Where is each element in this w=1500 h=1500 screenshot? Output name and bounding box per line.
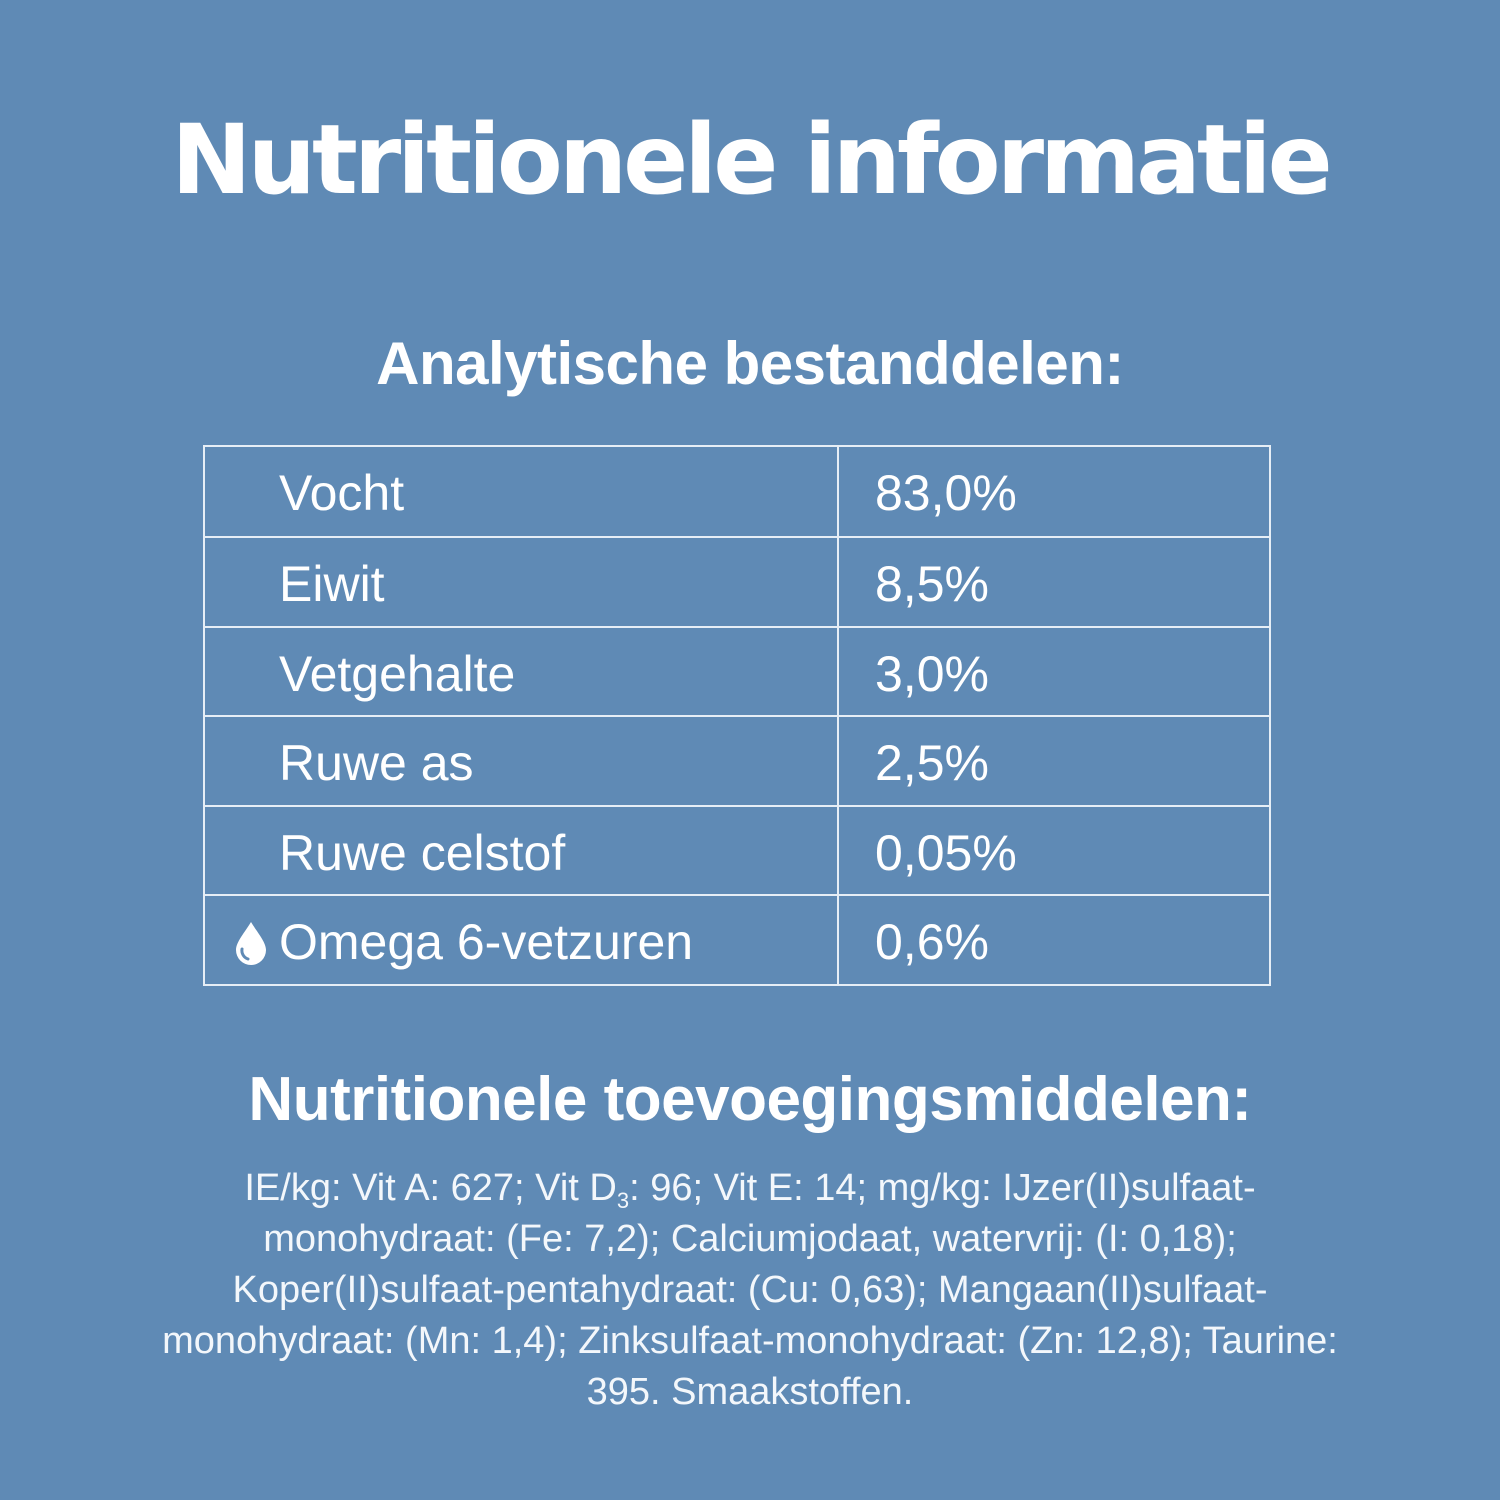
row-label: Vocht — [279, 465, 405, 521]
table-row: Vetgehalte 3,0% — [205, 626, 1269, 718]
row-label: Omega 6-vetzuren — [279, 914, 694, 970]
column-divider — [837, 447, 839, 984]
row-value: 83,0% — [875, 465, 1017, 521]
additives-heading: Nutritionele toevoegingsmiddelen: — [248, 1065, 1252, 1134]
row-value: 3,0% — [875, 646, 989, 702]
row-label: Vetgehalte — [279, 646, 516, 702]
table-row: Ruwe celstof 0,05% — [205, 805, 1269, 897]
analytic-heading: Analytische bestanddelen: — [376, 330, 1124, 397]
additives-text-part1: IE/kg: Vit A: 627; Vit D — [244, 1167, 617, 1209]
page-title: Nutritionele informatie — [171, 104, 1333, 216]
table-row: Ruwe as 2,5% — [205, 715, 1269, 807]
water-drop-icon — [236, 922, 266, 965]
additives-text: IE/kg: Vit A: 627; Vit D3: 96; Vit E: 14… — [150, 1163, 1350, 1418]
table-row: Eiwit 8,5% — [205, 536, 1269, 628]
row-value: 8,5% — [875, 556, 989, 612]
row-value: 0,05% — [875, 825, 1017, 881]
additives-text-part2: : 96; Vit E: 14; mg/kg: IJzer(II)sulfaat… — [162, 1167, 1338, 1413]
row-label: Eiwit — [279, 556, 385, 612]
row-label: Ruwe celstof — [279, 825, 566, 881]
row-value: 0,6% — [875, 914, 989, 970]
row-label: Ruwe as — [279, 735, 474, 791]
row-value: 2,5% — [875, 735, 989, 791]
table-row: Omega 6-vetzuren 0,6% — [205, 894, 1269, 986]
analytic-table: Vocht 83,0% Eiwit 8,5% Vetgehalte 3,0% R… — [203, 445, 1271, 986]
table-row: Vocht 83,0% — [205, 447, 1269, 537]
additives-subscript: 3 — [616, 1188, 630, 1213]
